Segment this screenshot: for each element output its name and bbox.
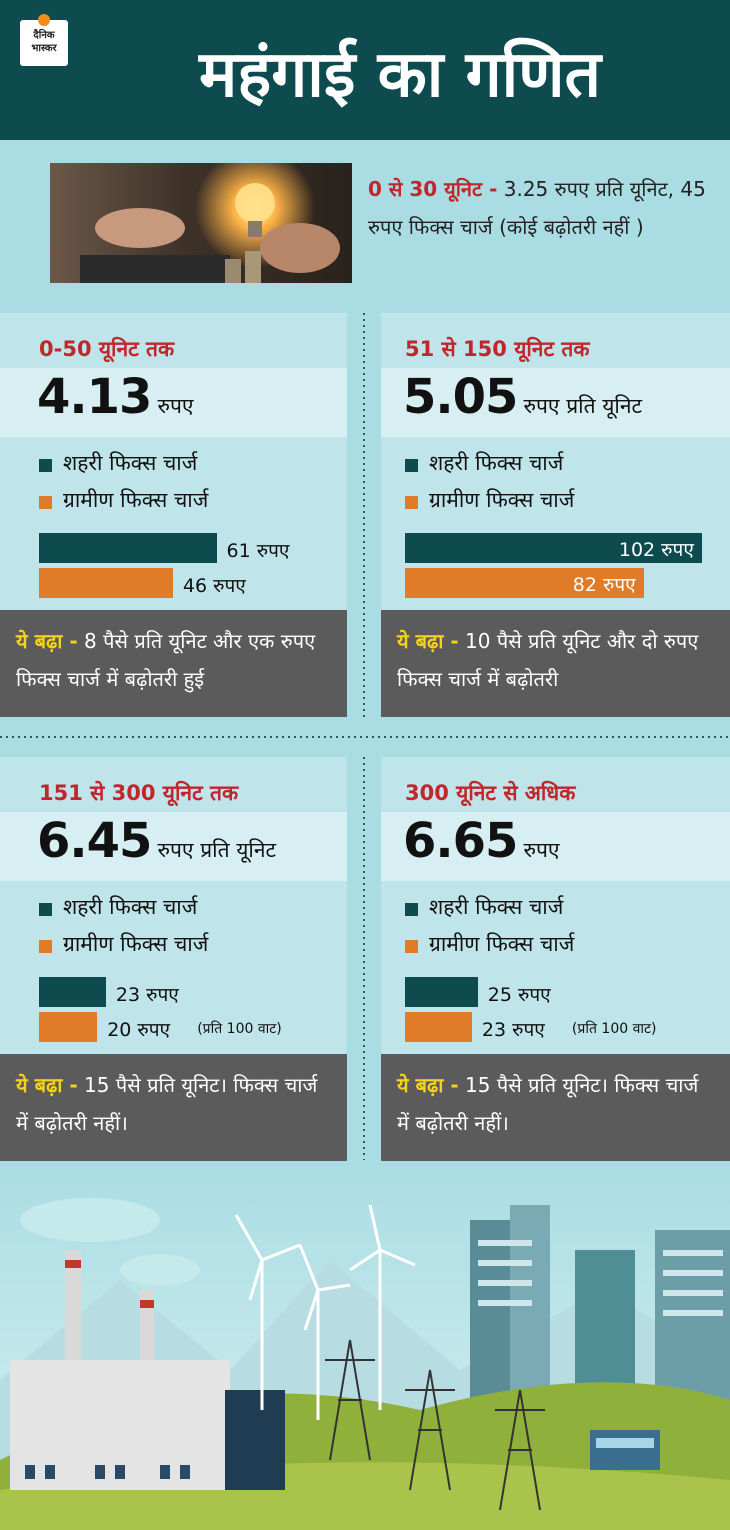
rate-band xyxy=(0,368,347,437)
price-panel: 51 से 150 यूनिट तक 5.05 रुपए प्रति यूनिट शह… xyxy=(381,313,730,717)
rate-value: 5.05 xyxy=(403,369,518,425)
rate-band xyxy=(381,368,730,437)
rate-value: 6.65 xyxy=(403,813,518,869)
intro-highlight: 0 से 30 यूनिट - xyxy=(368,177,498,201)
bar xyxy=(405,533,702,563)
value-label: 102 रुपए xyxy=(618,539,694,561)
panel-heading: 51 से 150 यूनिट तक xyxy=(405,337,590,361)
price-panel: 0-50 यूनिट तक 4.13 रुपए शहरी फिक्स चार्ज 61 … xyxy=(0,313,347,717)
legend-swatch xyxy=(405,496,418,509)
unit-note: (प्रति 100 वाट) xyxy=(197,1021,282,1037)
value-label: 23 रुपए xyxy=(115,984,179,1006)
rate-row: 6.45 रुपए प्रति यूनिट xyxy=(37,813,276,869)
bar xyxy=(39,1012,98,1042)
value-label: 20 रुपए xyxy=(107,1019,171,1041)
legend-swatch xyxy=(39,940,52,953)
intro-body: 3.25 रुपए प्रति यूनिट, 45 रुपए फिक्स चार… xyxy=(368,177,706,239)
bar xyxy=(405,1012,472,1042)
legend-label: शहरी फिक्स चार्ज xyxy=(63,451,198,475)
logo-line: दैनिक xyxy=(33,30,55,41)
legend-swatch xyxy=(39,459,52,472)
increase-note: ये बढ़ा - 10 पैसे प्रति यूनिट और दो रुपए… xyxy=(381,610,730,717)
rate-band xyxy=(0,812,347,881)
note-text: 8 पैसे प्रति यूनिट और एक रुपए फिक्स चार्… xyxy=(16,629,316,691)
legend-label: शहरी फिक्स चार्ज xyxy=(429,451,564,475)
unit-note: (प्रति 100 वाट) xyxy=(571,1021,657,1037)
rate-band xyxy=(381,812,730,881)
bulb-photo xyxy=(50,163,352,283)
price-panel: 300 यूनिट से अधिक 6.65 रुपए शहरी फिक्स चार्… xyxy=(381,757,730,1161)
bar xyxy=(39,568,173,598)
value-label: 61 रुपए xyxy=(226,540,290,562)
value-label: 25 रुपए xyxy=(487,984,551,1006)
intro-text: 0 से 30 यूनिट - 3.25 रुपए प्रति यूनिट, 4… xyxy=(368,170,708,246)
rate-row: 4.13 रुपए xyxy=(37,369,194,425)
bar xyxy=(39,533,217,563)
rate-unit: रुपए प्रति यूनिट xyxy=(523,394,643,418)
note-text: 10 पैसे प्रति यूनिट और दो रुपए फिक्स चार… xyxy=(397,629,699,691)
power-illustration xyxy=(0,1160,730,1530)
logo: दैनिक भास्कर xyxy=(20,14,68,66)
increase-note: ये बढ़ा - 15 पैसे प्रति यूनिट। फिक्स चार… xyxy=(381,1054,730,1161)
legend-swatch xyxy=(405,903,418,916)
value-label: 82 रुपए xyxy=(572,574,636,596)
logo-line: भास्कर xyxy=(31,43,57,54)
rate-unit: रुपए xyxy=(523,838,560,862)
bar xyxy=(39,977,106,1007)
note-highlight: ये बढ़ा - xyxy=(16,629,78,653)
legend-swatch xyxy=(39,903,52,916)
note-text: 15 पैसे प्रति यूनिट। फिक्स चार्ज में बढ़… xyxy=(16,1073,318,1135)
increase-note: ये बढ़ा - 15 पैसे प्रति यूनिट। फिक्स चार… xyxy=(0,1054,347,1161)
rate-value: 6.45 xyxy=(37,813,152,869)
price-panel: 151 से 300 यूनिट तक 6.45 रुपए प्रति यूनिट श… xyxy=(0,757,347,1161)
legend-label: शहरी फिक्स चार्ज xyxy=(429,895,564,919)
bar xyxy=(405,568,644,598)
rate-unit: रुपए प्रति यूनिट xyxy=(157,838,277,862)
legend-label: ग्रामीण फिक्स चार्ज xyxy=(429,488,575,512)
rate-row: 5.05 रुपए प्रति यूनिट xyxy=(403,369,642,425)
legend-swatch xyxy=(39,496,52,509)
value-label: 46 रुपए xyxy=(182,575,246,597)
legend-label: ग्रामीण फिक्स चार्ज xyxy=(429,932,575,956)
panel-heading: 151 से 300 यूनिट तक xyxy=(39,781,239,805)
value-label: 23 रुपए xyxy=(481,1019,545,1041)
legend-swatch xyxy=(405,940,418,953)
legend-label: शहरी फिक्स चार्ज xyxy=(63,895,198,919)
legend-label: ग्रामीण फिक्स चार्ज xyxy=(63,488,209,512)
note-highlight: ये बढ़ा - xyxy=(397,629,459,653)
legend-swatch xyxy=(405,459,418,472)
increase-note: ये बढ़ा - 8 पैसे प्रति यूनिट और एक रुपए … xyxy=(0,610,347,717)
rate-row: 6.65 रुपए xyxy=(403,813,560,869)
note-highlight: ये बढ़ा - xyxy=(16,1073,78,1097)
bar xyxy=(405,977,478,1007)
panel-heading: 300 यूनिट से अधिक xyxy=(405,781,576,805)
note-highlight: ये बढ़ा - xyxy=(397,1073,459,1097)
rate-value: 4.13 xyxy=(37,369,152,425)
legend-label: ग्रामीण फिक्स चार्ज xyxy=(63,932,209,956)
separators xyxy=(0,313,730,1160)
panel-heading: 0-50 यूनिट तक xyxy=(39,337,175,361)
photo-art xyxy=(80,163,340,283)
title: महंगाई का गणित xyxy=(199,38,601,112)
note-text: 15 पैसे प्रति यूनिट। फिक्स चार्ज में बढ़… xyxy=(397,1073,699,1135)
rate-unit: रुपए xyxy=(157,394,194,418)
header xyxy=(0,0,730,140)
